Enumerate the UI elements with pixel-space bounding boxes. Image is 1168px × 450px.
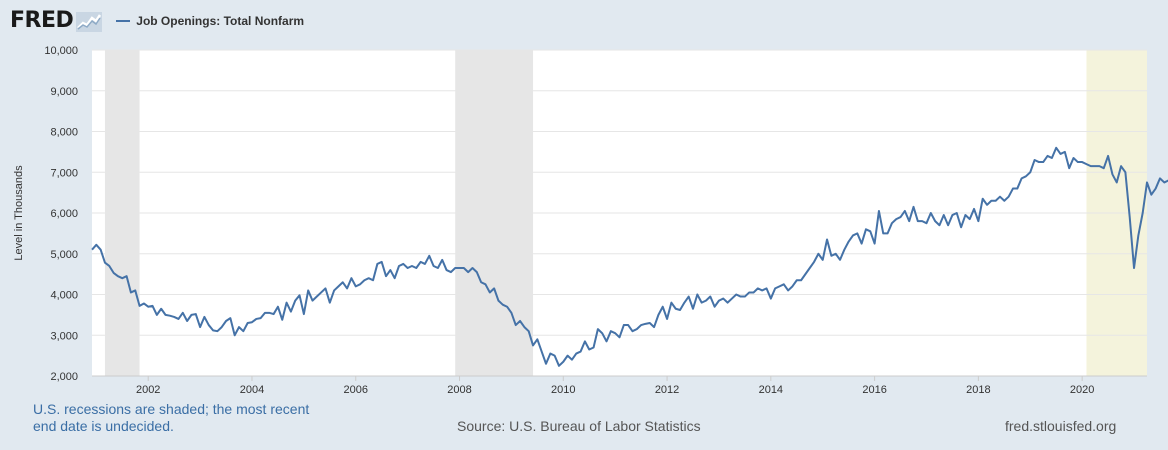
- y-tick-label: 9,000: [50, 86, 78, 98]
- fred-chart-icon: [76, 11, 103, 32]
- y-tick-label: 4,000: [50, 290, 78, 302]
- x-tick-label: 2002: [136, 384, 160, 396]
- y-axis-label: Level in Thousands: [13, 165, 25, 261]
- x-tick-label: 2010: [551, 384, 575, 396]
- y-tick-label: 3,000: [50, 330, 78, 342]
- legend-label: Job Openings: Total Nonfarm: [136, 14, 305, 28]
- x-tick-label: 2020: [1070, 384, 1094, 396]
- x-tick-label: 2012: [655, 384, 679, 396]
- y-tick-label: 8,000: [50, 127, 78, 139]
- y-tick-label: 2,000: [50, 371, 78, 383]
- recession-note: U.S. recessions are shaded; the most rec…: [33, 401, 310, 434]
- x-axis: 2002 2004 2006 2008 2010 2012 2014 2016 2018 2020: [92, 375, 1147, 396]
- legend-swatch: [116, 20, 131, 22]
- site-link[interactable]: fred.stlouisfed.org: [1005, 418, 1117, 434]
- x-tick-label: 2016: [862, 384, 886, 396]
- chart-header: FRED Job Openings: Total Nonfarm: [10, 6, 304, 34]
- legend[interactable]: Job Openings: Total Nonfarm: [116, 14, 304, 28]
- series-line[interactable]: [91, 79, 1168, 367]
- x-tick-label: 2006: [344, 384, 368, 396]
- x-tick-label: 2004: [240, 384, 264, 396]
- y-tick-label: 10,000: [44, 45, 78, 57]
- source-note: Source: U.S. Bureau of Labor Statistics: [457, 418, 701, 434]
- x-tick-label: 2018: [966, 384, 990, 396]
- x-tick-label: 2008: [447, 384, 471, 396]
- fred-logo[interactable]: FRED: [10, 7, 74, 33]
- y-tick-label: 7,000: [50, 167, 78, 179]
- x-tick-label: 2014: [759, 384, 783, 396]
- y-tick-label: 5,000: [50, 249, 78, 261]
- y-tick-label: 6,000: [50, 208, 78, 220]
- y-axis: 2,000 3,000 4,000 5,000 6,000 7,000 8,000 9,000…: [44, 45, 78, 383]
